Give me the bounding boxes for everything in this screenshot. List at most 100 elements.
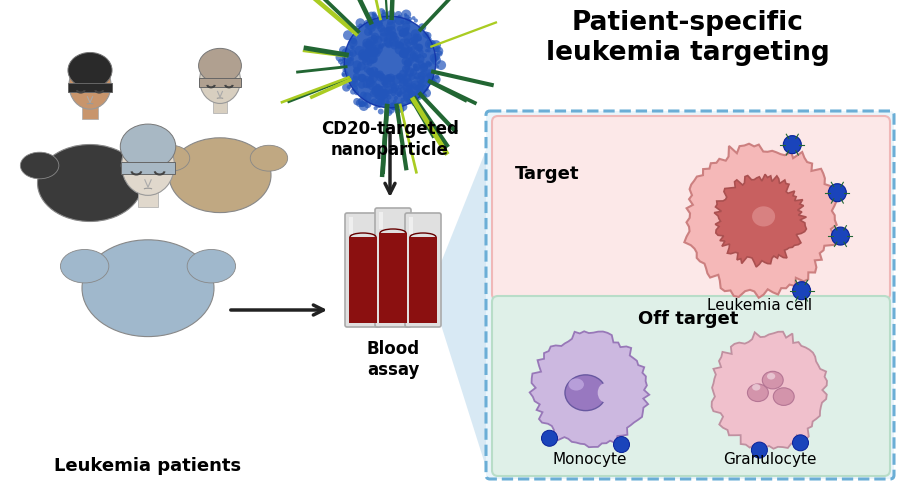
Circle shape [372, 54, 375, 57]
Circle shape [373, 36, 382, 45]
Circle shape [343, 68, 346, 72]
Circle shape [399, 78, 408, 87]
Circle shape [828, 184, 846, 202]
Circle shape [385, 32, 394, 41]
Circle shape [338, 59, 344, 64]
Circle shape [401, 48, 410, 56]
Circle shape [418, 72, 426, 80]
Circle shape [404, 59, 410, 65]
Circle shape [355, 18, 365, 28]
Circle shape [409, 85, 415, 91]
Circle shape [402, 90, 411, 99]
Circle shape [427, 74, 429, 77]
Circle shape [364, 20, 371, 27]
Circle shape [429, 54, 438, 62]
Circle shape [399, 49, 408, 58]
Circle shape [365, 20, 375, 30]
Circle shape [371, 34, 377, 41]
FancyBboxPatch shape [345, 213, 381, 327]
Circle shape [382, 79, 391, 88]
Circle shape [386, 74, 395, 82]
Circle shape [399, 28, 408, 37]
Circle shape [350, 46, 354, 49]
Circle shape [369, 70, 375, 77]
Circle shape [348, 57, 353, 61]
Circle shape [350, 38, 357, 44]
Circle shape [418, 54, 422, 58]
Circle shape [362, 57, 371, 65]
Circle shape [413, 63, 418, 68]
Circle shape [391, 84, 399, 92]
Circle shape [390, 31, 397, 39]
Circle shape [373, 20, 383, 29]
Circle shape [403, 74, 411, 82]
Circle shape [363, 41, 373, 51]
Circle shape [387, 26, 396, 35]
Circle shape [401, 29, 410, 36]
Circle shape [364, 101, 372, 108]
Circle shape [368, 17, 375, 24]
Circle shape [416, 44, 423, 51]
Circle shape [369, 81, 373, 84]
Circle shape [374, 73, 379, 78]
Circle shape [363, 51, 366, 54]
Circle shape [416, 39, 419, 42]
Circle shape [378, 109, 383, 115]
Circle shape [391, 102, 394, 106]
Circle shape [409, 74, 415, 81]
Circle shape [369, 75, 374, 81]
Bar [379, 233, 407, 323]
Circle shape [402, 82, 412, 92]
Circle shape [400, 75, 405, 80]
Circle shape [368, 99, 373, 104]
Circle shape [367, 41, 377, 50]
Text: Leukemia cell: Leukemia cell [707, 298, 813, 313]
Circle shape [377, 44, 383, 50]
Circle shape [751, 442, 768, 458]
Circle shape [358, 81, 365, 89]
Circle shape [382, 79, 388, 84]
Circle shape [373, 14, 379, 21]
Circle shape [422, 89, 431, 97]
Circle shape [374, 71, 382, 78]
Circle shape [389, 31, 398, 41]
Circle shape [395, 45, 405, 55]
Circle shape [425, 39, 435, 49]
Circle shape [391, 104, 394, 108]
Circle shape [392, 35, 397, 39]
Circle shape [354, 98, 361, 105]
Circle shape [411, 16, 416, 20]
Circle shape [390, 76, 395, 81]
Circle shape [372, 86, 378, 92]
Circle shape [402, 23, 410, 31]
Circle shape [428, 74, 430, 78]
Circle shape [366, 54, 371, 58]
Circle shape [434, 74, 439, 79]
Circle shape [363, 57, 368, 63]
Circle shape [415, 84, 423, 92]
Circle shape [358, 24, 363, 28]
Circle shape [400, 20, 404, 24]
Ellipse shape [752, 206, 775, 226]
Circle shape [422, 31, 428, 38]
Circle shape [336, 53, 345, 62]
Circle shape [410, 30, 419, 38]
Circle shape [366, 68, 373, 75]
Circle shape [349, 49, 357, 57]
Circle shape [419, 83, 425, 89]
Circle shape [397, 92, 402, 97]
Circle shape [369, 56, 377, 63]
Circle shape [417, 76, 425, 84]
Circle shape [343, 30, 353, 40]
Circle shape [410, 51, 416, 58]
Circle shape [424, 94, 427, 97]
Circle shape [378, 95, 385, 102]
Circle shape [404, 48, 410, 54]
Circle shape [409, 62, 412, 66]
Text: Blood
assay: Blood assay [366, 340, 419, 379]
Circle shape [349, 57, 354, 61]
Circle shape [346, 85, 351, 89]
Ellipse shape [568, 378, 584, 391]
Circle shape [613, 436, 630, 453]
Circle shape [354, 46, 364, 56]
